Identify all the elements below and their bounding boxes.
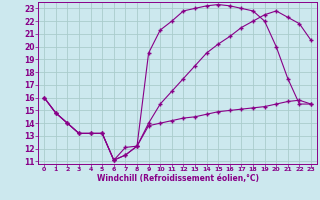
X-axis label: Windchill (Refroidissement éolien,°C): Windchill (Refroidissement éolien,°C) — [97, 174, 259, 183]
